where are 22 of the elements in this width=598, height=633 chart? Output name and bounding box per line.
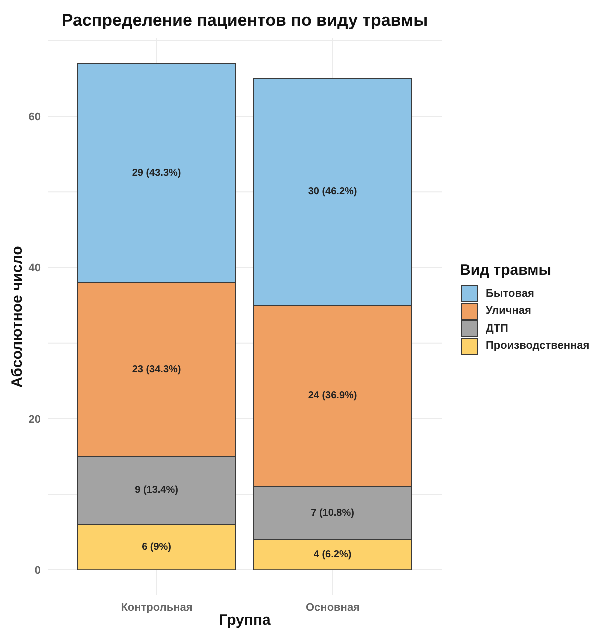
y-tick-label: 20 — [28, 414, 41, 426]
legend-title: Вид травмы — [460, 262, 553, 279]
data-label: 4 (6.2%) — [314, 549, 352, 560]
legend-label: Бытовая — [486, 288, 534, 300]
x-tick-label: Контрольная — [121, 602, 193, 614]
legend-label: Уличная — [486, 305, 532, 318]
x-tick-label: Основная — [306, 602, 360, 614]
data-label: 23 (34.3%) — [132, 364, 182, 376]
y-tick-label: 40 — [28, 262, 41, 275]
x-axis-title: Группа — [218, 612, 272, 629]
y-tick-label: 0 — [34, 564, 41, 577]
chart-title: Распределение пациентов по виду травмы — [60, 11, 430, 31]
data-label: 7 (10.8%) — [311, 508, 354, 519]
data-label: 9 (13.4%) — [135, 485, 178, 496]
y-tick-label: 60 — [28, 112, 41, 124]
data-label: 29 (43.3%) — [132, 168, 182, 179]
legend-label: ДТП — [486, 322, 508, 335]
y-axis-title: Абсолютное число — [8, 244, 27, 390]
data-label: 30 (46.2%) — [308, 186, 358, 198]
legend-label: Производственная — [486, 340, 590, 352]
data-label: 6 (9%) — [142, 542, 172, 553]
data-label: 24 (36.9%) — [308, 390, 358, 402]
